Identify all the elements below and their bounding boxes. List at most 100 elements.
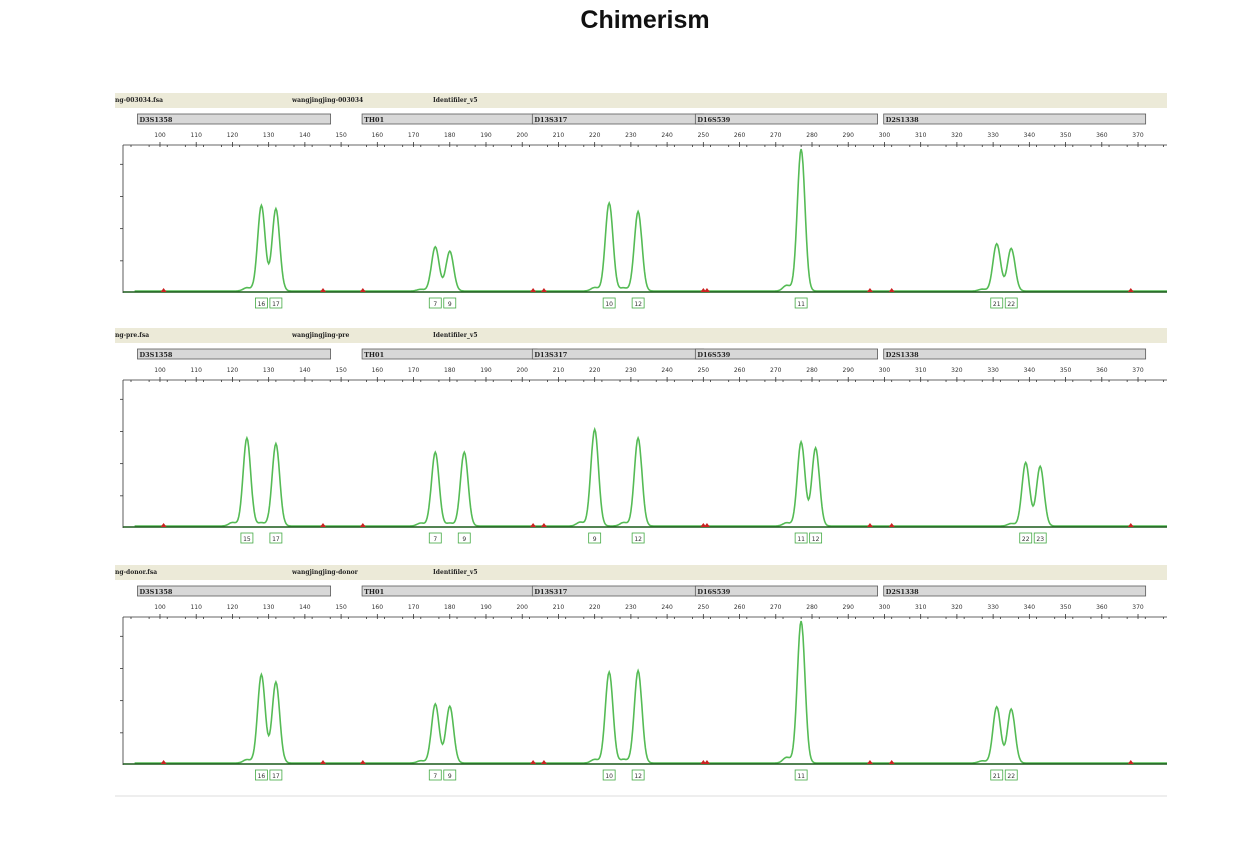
panel-header-bar <box>115 565 1167 580</box>
allele-call-box <box>631 769 645 781</box>
locus-label: D16S539 <box>697 351 730 359</box>
x-tick-label: 260 <box>734 604 746 611</box>
size-marker <box>359 288 366 292</box>
x-tick-label: 130 <box>263 604 275 611</box>
x-tick-label: 340 <box>1024 132 1036 139</box>
x-tick-label: 170 <box>408 132 420 139</box>
x-tick-label: 160 <box>372 132 384 139</box>
size-marker <box>1127 288 1134 292</box>
size-marker <box>703 760 710 764</box>
locus-label: D2S1338 <box>886 351 919 359</box>
x-tick-label: 160 <box>372 367 384 374</box>
allele-call-box <box>794 769 808 781</box>
allele-call-box <box>1033 532 1047 544</box>
locus-bin <box>694 585 878 597</box>
allele-call-box <box>1019 532 1033 544</box>
locus-label: TH01 <box>364 116 384 124</box>
locus-bin <box>137 113 332 125</box>
allele-call-label: 7 <box>433 301 437 308</box>
size-marker <box>359 760 366 764</box>
x-tick-label: 190 <box>480 132 492 139</box>
x-tick-label: 300 <box>879 132 891 139</box>
size-marker <box>160 760 167 764</box>
x-tick-label: 350 <box>1060 132 1072 139</box>
x-tick-label: 260 <box>734 367 746 374</box>
x-tick-label: 180 <box>444 604 456 611</box>
allele-call-label: 17 <box>272 536 280 543</box>
size-marker <box>866 288 873 292</box>
x-tick-label: 290 <box>843 132 855 139</box>
allele-call-label: 22 <box>1022 536 1030 543</box>
allele-call-box <box>443 769 457 781</box>
x-tick-label: 110 <box>190 367 202 374</box>
sample-file-name: ng-pre.fsa <box>115 332 149 339</box>
allele-call-label: 9 <box>448 773 452 780</box>
allele-call-box <box>443 297 457 309</box>
allele-call-label: 11 <box>797 536 805 543</box>
x-tick-label: 330 <box>987 604 999 611</box>
x-tick-label: 180 <box>444 367 456 374</box>
sample-panel: ng-003034.fsa wangjingjing-003034 Identifi… <box>115 93 1167 309</box>
allele-call-box <box>255 297 268 309</box>
locus-label: D16S539 <box>697 116 730 124</box>
x-tick-label: 340 <box>1024 604 1036 611</box>
x-tick-label: 150 <box>335 132 347 139</box>
allele-call-box <box>631 297 645 309</box>
allele-call-label: 17 <box>272 773 280 780</box>
x-tick-label: 130 <box>263 367 275 374</box>
x-tick-label: 320 <box>951 367 963 374</box>
locus-label: D13S317 <box>534 116 567 124</box>
x-tick-label: 120 <box>227 132 239 139</box>
signal-trace <box>134 620 1167 764</box>
size-marker <box>530 523 537 527</box>
x-tick-label: 310 <box>915 604 927 611</box>
x-tick-label: 230 <box>625 367 637 374</box>
allele-call-label: 21 <box>993 301 1001 308</box>
x-tick-label: 110 <box>190 604 202 611</box>
x-tick-label: 340 <box>1024 367 1036 374</box>
x-tick-label: 280 <box>806 132 818 139</box>
allele-call-label: 22 <box>1007 301 1015 308</box>
x-tick-label: 370 <box>1132 604 1144 611</box>
allele-call-label: 16 <box>258 773 266 780</box>
size-marker <box>888 760 895 764</box>
x-tick-label: 170 <box>408 367 420 374</box>
allele-call-box <box>428 532 442 544</box>
size-marker <box>540 288 547 292</box>
size-marker <box>1127 760 1134 764</box>
x-tick-label: 200 <box>516 132 528 139</box>
allele-call-box <box>269 297 283 309</box>
analysis-method: Identifiler_v5 <box>433 97 478 104</box>
allele-call-label: 12 <box>634 301 642 308</box>
x-tick-label: 130 <box>263 132 275 139</box>
x-tick-label: 270 <box>770 604 782 611</box>
sample-name: wangjingjing-pre <box>291 332 349 339</box>
x-tick-label: 350 <box>1060 604 1072 611</box>
x-tick-label: 260 <box>734 132 746 139</box>
size-marker <box>1127 523 1134 527</box>
x-tick-label: 200 <box>516 604 528 611</box>
size-marker <box>540 760 547 764</box>
size-marker <box>319 523 326 527</box>
size-marker <box>866 523 873 527</box>
x-tick-label: 230 <box>625 132 637 139</box>
sample-file-name: ng-donor.fsa <box>115 569 157 576</box>
page-title: Chimerism <box>580 6 710 34</box>
x-tick-label: 280 <box>806 604 818 611</box>
sample-name: wangjingjing-003034 <box>291 97 363 104</box>
allele-call-box <box>631 532 645 544</box>
size-marker <box>359 523 366 527</box>
sample-file-name: ng-003034.fsa <box>115 97 163 104</box>
signal-trace <box>134 148 1167 292</box>
x-tick-label: 110 <box>190 132 202 139</box>
size-marker <box>530 288 537 292</box>
allele-call-label: 7 <box>433 773 437 780</box>
locus-bin <box>883 113 1147 125</box>
allele-call-box <box>1004 769 1018 781</box>
x-tick-label: 300 <box>879 367 891 374</box>
allele-call-box <box>255 769 268 781</box>
x-tick-label: 370 <box>1132 132 1144 139</box>
size-marker <box>540 523 547 527</box>
x-tick-label: 240 <box>661 132 673 139</box>
